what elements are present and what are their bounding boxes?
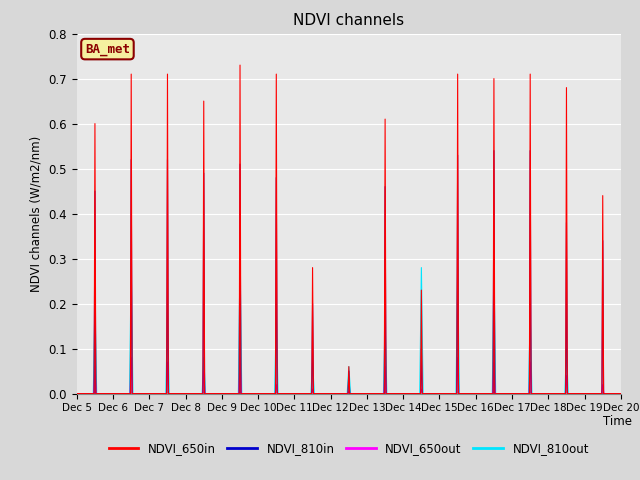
- NDVI_650out: [73, 391, 81, 396]
- NDVI_650out: [184, 391, 191, 396]
- NDVI_810out: [276, 391, 284, 396]
- NDVI_650out: [276, 391, 284, 396]
- NDVI_810out: [189, 391, 197, 396]
- NDVI_810out: [184, 391, 191, 396]
- NDVI_650out: [617, 391, 625, 396]
- NDVI_810out: [615, 391, 623, 396]
- NDVI_650out: [424, 391, 431, 396]
- NDVI_650in: [615, 391, 623, 396]
- NDVI_650out: [189, 391, 197, 396]
- NDVI_650in: [501, 391, 509, 396]
- Title: NDVI channels: NDVI channels: [293, 13, 404, 28]
- NDVI_810in: [276, 391, 284, 396]
- NDVI_810out: [236, 256, 244, 262]
- NDVI_810out: [501, 391, 509, 396]
- NDVI_650out: [501, 391, 509, 396]
- NDVI_810in: [615, 391, 623, 396]
- NDVI_810in: [490, 148, 498, 154]
- Line: NDVI_810out: NDVI_810out: [77, 259, 621, 394]
- NDVI_650in: [617, 391, 625, 396]
- NDVI_650in: [184, 391, 191, 396]
- NDVI_810in: [617, 391, 625, 396]
- Text: BA_met: BA_met: [85, 43, 130, 56]
- NDVI_650in: [424, 391, 431, 396]
- NDVI_650in: [73, 391, 81, 396]
- NDVI_650out: [615, 391, 623, 396]
- NDVI_810in: [184, 391, 191, 396]
- NDVI_810in: [424, 391, 431, 396]
- NDVI_810out: [617, 391, 625, 396]
- NDVI_650in: [189, 391, 197, 396]
- Line: NDVI_650out: NDVI_650out: [77, 358, 621, 394]
- NDVI_650out: [127, 355, 135, 360]
- Line: NDVI_810in: NDVI_810in: [77, 151, 621, 394]
- Y-axis label: NDVI channels (W/m2/nm): NDVI channels (W/m2/nm): [30, 135, 43, 292]
- NDVI_810in: [73, 391, 81, 396]
- NDVI_810out: [424, 391, 431, 396]
- Line: NDVI_650in: NDVI_650in: [77, 65, 621, 394]
- NDVI_650in: [276, 391, 284, 396]
- Legend: NDVI_650in, NDVI_810in, NDVI_650out, NDVI_810out: NDVI_650in, NDVI_810in, NDVI_650out, NDV…: [104, 437, 594, 460]
- NDVI_810in: [501, 391, 509, 396]
- NDVI_650in: [236, 62, 244, 68]
- NDVI_810out: [73, 391, 81, 396]
- X-axis label: Time: Time: [603, 415, 632, 428]
- NDVI_810in: [189, 391, 197, 396]
